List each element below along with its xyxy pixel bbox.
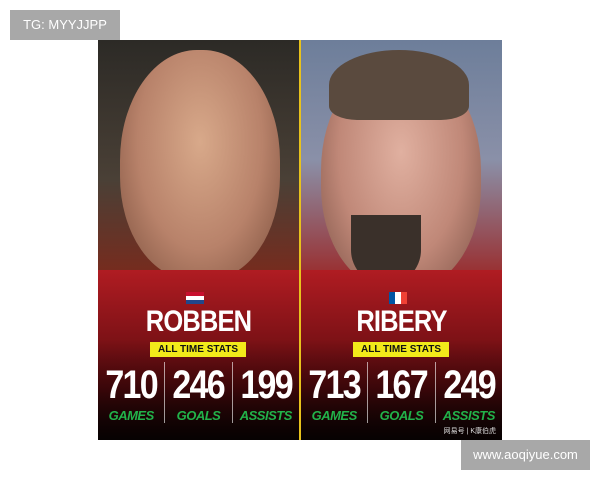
robben-portrait [120, 50, 280, 280]
stats-row: 710 GAMES 246 GOALS 199 ASSISTS [98, 362, 299, 423]
stats-badge: ALL TIME STATS [150, 342, 246, 357]
robben-panel: ROBBEN ALL TIME STATS 710 GAMES 246 GOALS … [98, 40, 299, 440]
stat-goals: 246 GOALS [165, 362, 233, 423]
stats-row: 713 GAMES 167 GOALS 249 ASSISTS [301, 362, 502, 423]
image-watermark: 网易号 | K康伯虎 [443, 428, 496, 435]
ribery-panel: RIBERY ALL TIME STATS 713 GAMES 167 GOALS … [301, 40, 502, 440]
stat-games: 710 GAMES [98, 362, 166, 423]
france-flag-icon [389, 292, 407, 304]
player-name: RIBERY [356, 305, 447, 338]
player-name: ROBBEN [145, 305, 252, 338]
stat-games: 713 GAMES [301, 362, 369, 423]
divider [299, 40, 301, 440]
bottom-right-overlay: www.aoqiyue.com [461, 440, 590, 470]
top-left-overlay: TG: MYYJJPP [10, 10, 120, 40]
stats-badge: ALL TIME STATS [353, 342, 449, 357]
player-comparison-image: ROBBEN ALL TIME STATS 710 GAMES 246 GOALS … [98, 40, 502, 440]
stat-goals: 167 GOALS [368, 362, 436, 423]
stat-assists: 199 ASSISTS [239, 363, 294, 423]
stat-assists: 249 ASSISTS [442, 363, 497, 423]
netherlands-flag-icon [186, 292, 204, 304]
